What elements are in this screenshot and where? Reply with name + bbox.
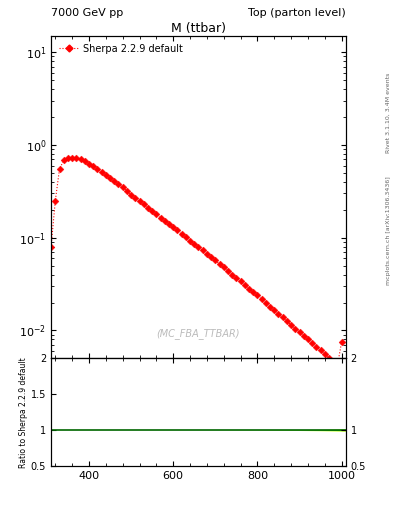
Text: Rivet 3.1.10, 3.4M events: Rivet 3.1.10, 3.4M events [386, 73, 391, 153]
Text: (MC_FBA_TTBAR): (MC_FBA_TTBAR) [157, 328, 240, 339]
Text: 7000 GeV pp: 7000 GeV pp [51, 8, 123, 18]
Y-axis label: Ratio to Sherpa 2.2.9 default: Ratio to Sherpa 2.2.9 default [19, 357, 28, 467]
Text: mcplots.cern.ch [arXiv:1306.3436]: mcplots.cern.ch [arXiv:1306.3436] [386, 176, 391, 285]
Title: M (ttbar): M (ttbar) [171, 22, 226, 35]
Legend: Sherpa 2.2.9 default: Sherpa 2.2.9 default [56, 40, 186, 56]
Text: Top (parton level): Top (parton level) [248, 8, 346, 18]
